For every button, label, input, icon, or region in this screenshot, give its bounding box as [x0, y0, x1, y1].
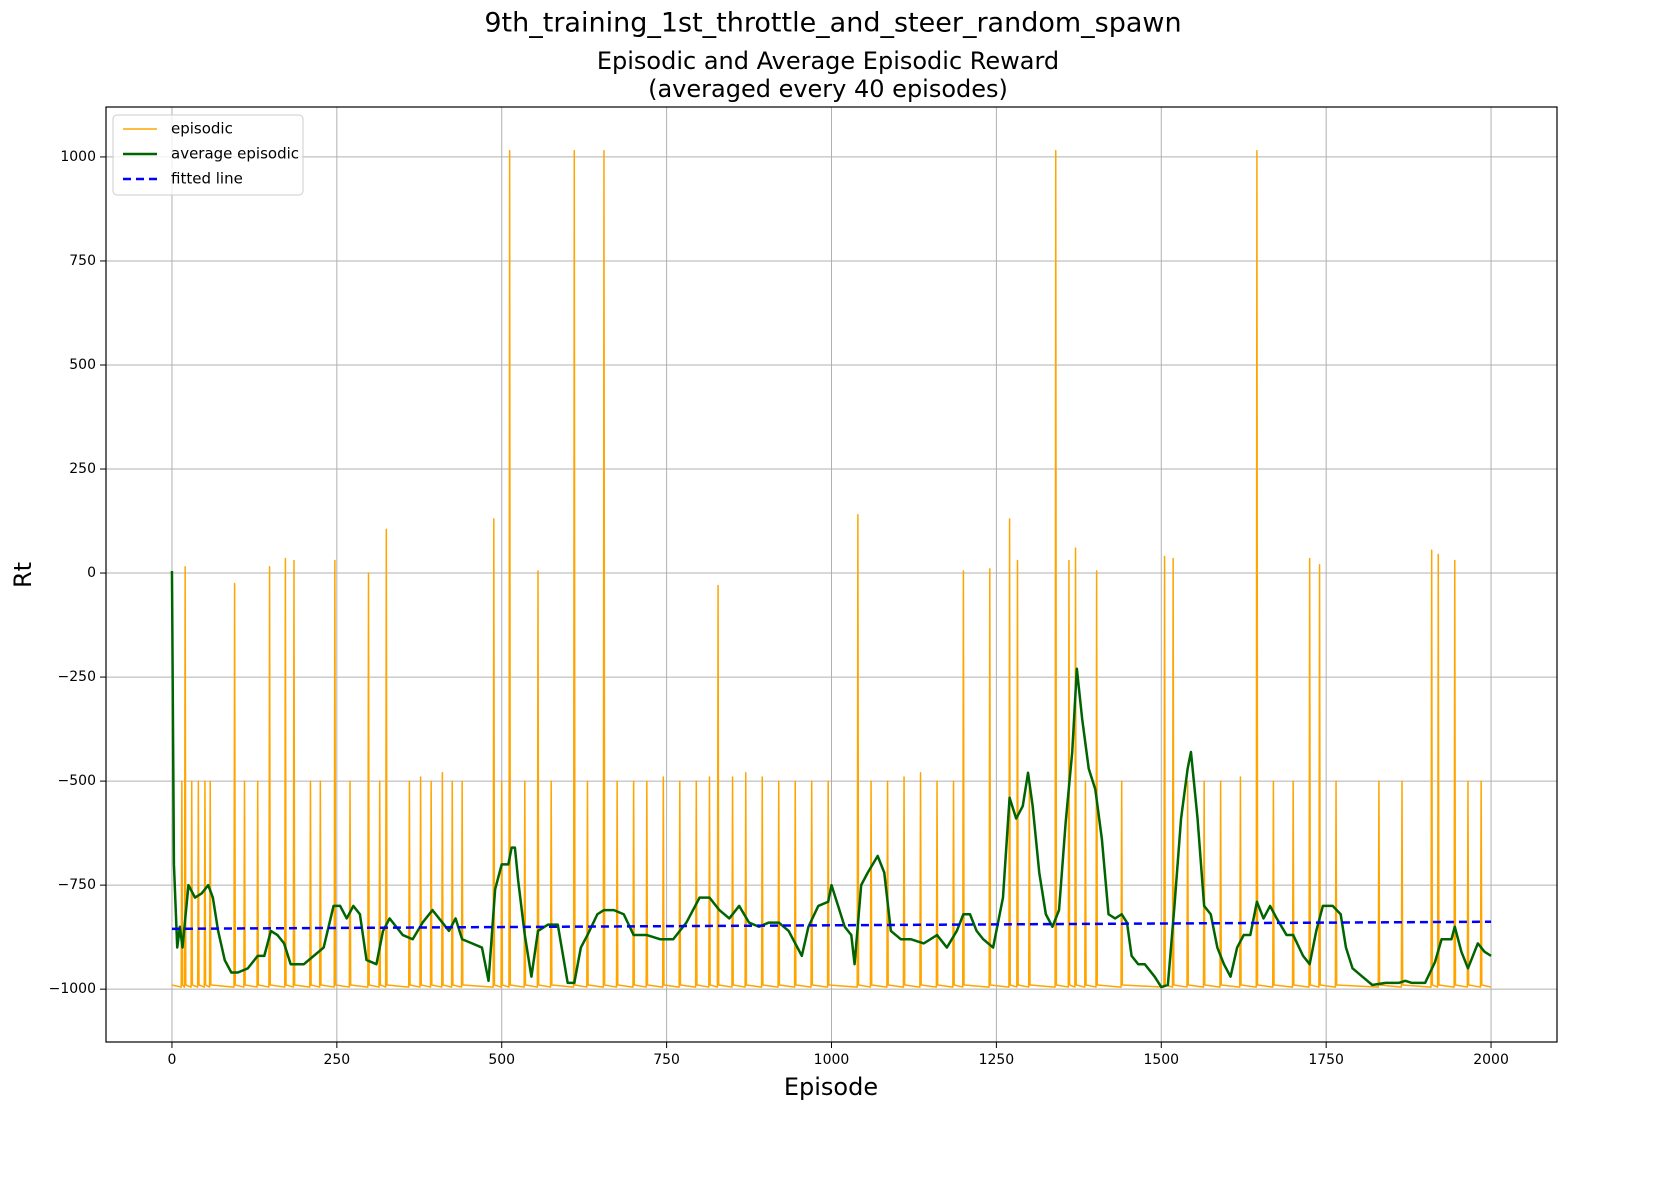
x-axis-label: Episode [784, 1073, 878, 1101]
y-tick-label: 1000 [60, 149, 96, 165]
x-tick-label: 2000 [1473, 1052, 1509, 1068]
x-tick-label: 1750 [1308, 1052, 1344, 1068]
x-tick-label: 500 [488, 1052, 515, 1068]
series-line [171, 920, 1492, 931]
y-tick-label: −250 [58, 669, 96, 685]
plot-frame [105, 106, 1558, 1043]
series-line [170, 570, 1492, 989]
x-tick-label: 1250 [979, 1052, 1015, 1068]
y-tick-label: 250 [69, 461, 96, 477]
legend: episodic average episodic fitted line [112, 114, 304, 196]
y-tick-label: 750 [69, 253, 96, 269]
chart-title: Episodic and Average Episodic Reward [597, 47, 1059, 75]
x-tick-label: 1500 [1143, 1052, 1179, 1068]
x-tick-label: 0 [167, 1052, 176, 1068]
legend-label: fitted line [171, 170, 243, 188]
y-tick-label: −500 [58, 773, 96, 789]
series-line [171, 149, 1492, 988]
legend-box [112, 114, 304, 196]
y-tick-label: 500 [69, 357, 96, 373]
y-axis-label: Rt [9, 562, 37, 588]
x-tick-label: 750 [653, 1052, 680, 1068]
suptitle: 9th_training_1st_throttle_and_steer_rand… [484, 8, 1181, 39]
legend-label: average episodic [171, 145, 299, 163]
y-tick-label: −750 [58, 877, 96, 893]
x-tick-label: 1000 [814, 1052, 850, 1068]
x-tick-label: 250 [323, 1052, 350, 1068]
chart-title: (averaged every 40 episodes) [648, 75, 1008, 103]
legend-label: episodic [171, 120, 233, 138]
y-tick-label: −1000 [49, 981, 96, 997]
y-tick-label: 0 [87, 565, 96, 581]
